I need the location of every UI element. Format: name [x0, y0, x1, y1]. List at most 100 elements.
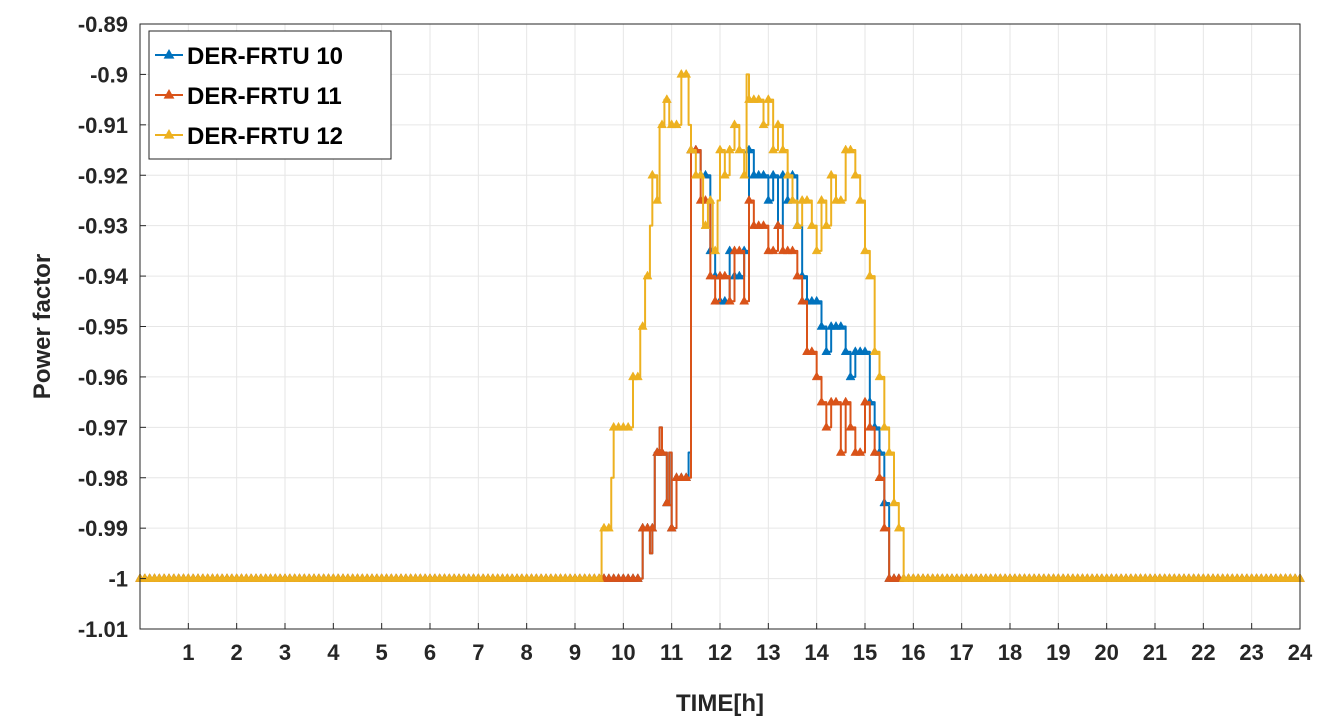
- data-marker: [705, 270, 716, 280]
- series-group: [135, 68, 1305, 582]
- data-marker: [855, 194, 866, 204]
- data-marker: [787, 194, 798, 204]
- data-marker: [869, 346, 880, 355]
- data-marker: [710, 295, 721, 305]
- data-marker: [874, 472, 885, 481]
- y-tick-label: -0.98: [78, 466, 128, 491]
- data-marker: [773, 119, 783, 129]
- y-tick-label: -0.95: [78, 315, 128, 340]
- x-tick-label: 22: [1191, 640, 1215, 665]
- data-marker: [806, 220, 817, 229]
- data-marker: [724, 295, 735, 305]
- y-tick-label: -1: [108, 567, 128, 592]
- y-tick-label: -0.96: [78, 365, 128, 390]
- data-marker: [681, 68, 692, 78]
- data-marker: [763, 194, 774, 204]
- data-marker: [729, 119, 740, 129]
- data-marker: [835, 320, 846, 330]
- data-marker: [821, 421, 832, 431]
- x-tick-label: 19: [1046, 640, 1070, 665]
- y-tick-label: -0.97: [78, 415, 128, 440]
- data-marker: [860, 396, 870, 406]
- data-marker: [893, 522, 904, 532]
- data-marker: [826, 169, 837, 179]
- data-marker: [705, 194, 716, 204]
- data-marker: [864, 421, 875, 431]
- data-marker: [715, 144, 725, 154]
- data-marker: [792, 270, 803, 280]
- axis-ticks: 1 2 3 4 5 6 7 8 9 10 11 12 13 14 15 16 17 18 19 20 21 22 23 24-…: [78, 12, 1313, 665]
- series-3: [135, 68, 1305, 582]
- data-marker: [773, 220, 783, 229]
- data-marker: [782, 169, 793, 179]
- x-tick-label: 17: [949, 640, 973, 665]
- data-marker: [879, 522, 890, 532]
- data-marker: [661, 497, 672, 507]
- x-tick-label: 12: [708, 640, 732, 665]
- x-tick-label: 10: [611, 640, 635, 665]
- data-marker: [821, 346, 832, 355]
- data-marker: [802, 194, 812, 204]
- data-marker: [806, 346, 817, 355]
- data-marker: [889, 497, 899, 507]
- data-marker: [734, 144, 745, 154]
- y-axis-label: Power factor: [29, 254, 56, 399]
- data-marker: [758, 169, 769, 179]
- legend-marker: [163, 49, 175, 59]
- data-marker: [860, 245, 870, 255]
- x-tick-label: 24: [1288, 640, 1313, 665]
- legend-item: DER-FRTU 11: [155, 83, 342, 110]
- x-tick-label: 1: [182, 640, 194, 665]
- data-marker: [739, 169, 750, 179]
- data-marker: [821, 220, 832, 229]
- data-marker: [845, 371, 856, 381]
- data-marker: [768, 169, 779, 179]
- x-tick-label: 4: [327, 640, 340, 665]
- data-marker: [686, 144, 696, 154]
- x-tick-label: 16: [901, 640, 925, 665]
- data-marker: [850, 169, 861, 179]
- data-marker: [695, 169, 706, 179]
- data-marker: [666, 522, 677, 532]
- data-marker: [657, 447, 667, 456]
- x-tick-label: 7: [472, 640, 484, 665]
- data-marker: [719, 169, 730, 179]
- data-marker: [623, 421, 634, 431]
- x-tick-label: 18: [998, 640, 1022, 665]
- x-tick-label: 15: [853, 640, 877, 665]
- y-tick-label: -0.93: [78, 214, 128, 239]
- x-tick-label: 3: [279, 640, 291, 665]
- data-marker: [734, 270, 745, 280]
- data-marker: [811, 245, 822, 255]
- x-tick-label: 20: [1094, 640, 1118, 665]
- data-marker: [797, 295, 808, 305]
- x-tick-label: 13: [756, 640, 780, 665]
- legend-label: DER-FRTU 12: [187, 123, 343, 150]
- y-tick-label: -0.89: [78, 12, 128, 37]
- data-marker: [744, 194, 754, 204]
- x-tick-label: 8: [521, 640, 533, 665]
- data-marker: [594, 573, 605, 582]
- data-marker: [724, 144, 735, 154]
- x-tick-label: 11: [660, 640, 683, 665]
- series-markers: [135, 68, 1305, 582]
- data-marker: [657, 119, 667, 129]
- data-marker: [719, 270, 730, 280]
- data-marker: [835, 194, 846, 204]
- y-tick-label: -0.91: [78, 113, 128, 138]
- data-marker: [831, 396, 841, 406]
- legend-item: DER-FRTU 10: [155, 43, 343, 70]
- y-tick-label: -0.94: [78, 264, 129, 289]
- data-marker: [647, 169, 658, 179]
- y-tick-label: -0.99: [78, 516, 128, 541]
- x-tick-label: 14: [804, 640, 829, 665]
- data-marker: [763, 94, 774, 103]
- data-marker: [874, 371, 885, 381]
- data-marker: [632, 371, 643, 381]
- data-marker: [671, 119, 682, 129]
- data-marker: [845, 421, 856, 431]
- data-marker: [816, 396, 827, 406]
- y-tick-label: -0.9: [90, 62, 128, 87]
- legend-box: [148, 30, 392, 160]
